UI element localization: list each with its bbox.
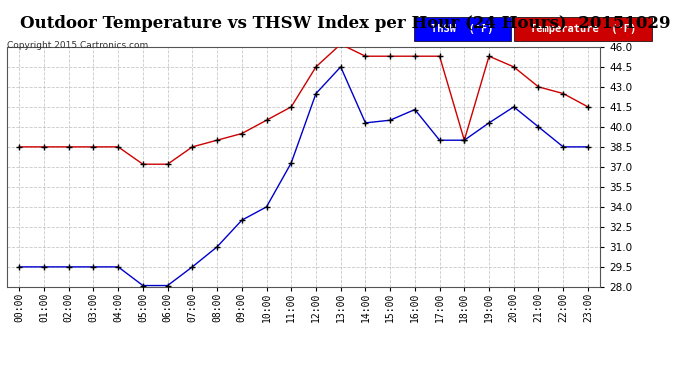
Text: Outdoor Temperature vs THSW Index per Hour (24 Hours)  20151029: Outdoor Temperature vs THSW Index per Ho… <box>20 15 670 32</box>
Text: Temperature  (°F): Temperature (°F) <box>530 24 636 34</box>
Text: THSW  (°F): THSW (°F) <box>431 24 493 34</box>
Text: Copyright 2015 Cartronics.com: Copyright 2015 Cartronics.com <box>7 41 148 50</box>
